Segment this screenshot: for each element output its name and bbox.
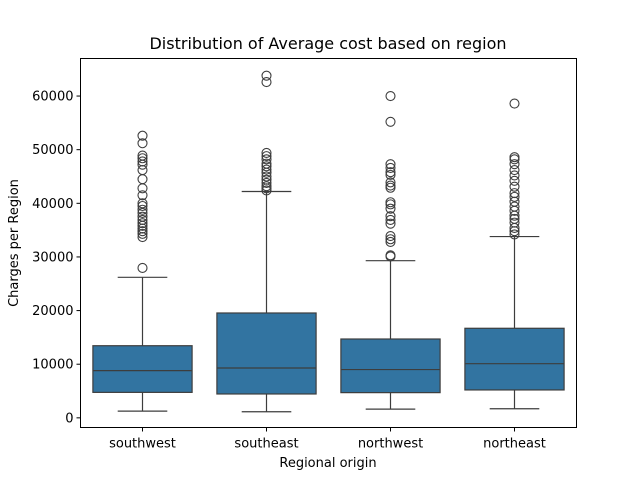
axes-frame (80, 58, 577, 428)
outlier-point (509, 229, 520, 240)
outlier-point (385, 159, 396, 170)
outlier-point (509, 213, 520, 224)
box-iqr (464, 327, 565, 391)
outlier-point (137, 138, 148, 149)
outlier-point (385, 250, 396, 261)
outlier-point (509, 181, 520, 192)
outlier-point (509, 217, 520, 228)
outlier-point (385, 218, 396, 229)
box-iqr (340, 338, 441, 394)
outlier-point (509, 98, 520, 109)
outlier-point (137, 226, 148, 237)
outlier-point (261, 158, 272, 169)
x-axis: southwest southeast northwest northeast (109, 427, 546, 452)
outlier-point (137, 198, 148, 209)
y-axis-label: Charges per Region (7, 179, 22, 307)
box-iqr (216, 312, 317, 395)
outlier-point (385, 211, 396, 222)
outlier-point (385, 90, 396, 102)
outlier-point (509, 159, 520, 170)
y-tick-label: 50000 (32, 143, 73, 158)
box-group-northeast (464, 98, 565, 410)
outlier-point (385, 214, 396, 225)
outlier-point (137, 218, 148, 229)
outlier-point (261, 174, 272, 185)
outlier-point (509, 152, 520, 163)
outlier-point (509, 165, 520, 176)
box-group-northwest (340, 90, 441, 410)
outlier-point (261, 171, 272, 182)
x-tick-label: southeast (234, 437, 298, 452)
x-tick-label: southwest (109, 437, 176, 452)
outlier-point (137, 211, 148, 222)
outlier-point (261, 154, 272, 165)
outlier-point (261, 164, 272, 175)
y-tick-label: 20000 (32, 304, 73, 319)
outlier-point (261, 70, 272, 81)
plot-area (92, 70, 565, 413)
outlier-point (137, 150, 148, 161)
outlier-point (385, 169, 396, 180)
x-tick-label: northwest (358, 437, 423, 452)
box-group-southeast (216, 70, 317, 413)
y-tick-label: 30000 (32, 250, 73, 265)
chart-title: Distribution of Average cost based on re… (149, 34, 506, 53)
x-tick-label: northeast (483, 437, 546, 452)
outlier-point (137, 153, 148, 164)
box-iqr (92, 345, 193, 393)
outlier-point (509, 191, 520, 202)
outlier-point (137, 190, 148, 201)
outlier-point (385, 203, 396, 214)
outlier-point (509, 188, 520, 199)
outlier-point (385, 230, 396, 242)
outlier-point (137, 228, 148, 239)
outlier-point (261, 151, 272, 162)
outlier-point (509, 170, 520, 181)
outlier-point (385, 236, 396, 247)
outlier-point (509, 175, 520, 186)
outlier-point (137, 156, 148, 167)
outlier-point (137, 130, 148, 141)
outlier-point (385, 177, 396, 188)
y-tick-label: 10000 (32, 358, 73, 373)
outlier-point (261, 181, 272, 192)
y-tick-label: 0 (65, 411, 73, 426)
outlier-point (137, 200, 148, 212)
outlier-point (261, 147, 272, 158)
outlier-point (137, 262, 148, 273)
x-axis-label: Regional origin (279, 456, 376, 471)
outlier-point (385, 162, 396, 173)
y-tick-label: 60000 (32, 90, 73, 105)
outlier-point (509, 201, 520, 212)
outlier-point (137, 204, 148, 215)
outlier-point (261, 177, 272, 188)
outlier-point (385, 197, 396, 208)
outlier-point (137, 207, 148, 219)
outlier-point (385, 180, 396, 191)
outlier-point (261, 161, 272, 172)
y-axis: 0 10000 20000 30000 40000 50000 60000 (32, 90, 81, 426)
outlier-point (261, 77, 272, 88)
outlier-point (137, 214, 148, 225)
outlier-point (385, 234, 396, 245)
outlier-point (385, 167, 396, 178)
outlier-point (385, 116, 396, 127)
box-group-southwest (92, 130, 193, 412)
y-tick-label: 40000 (32, 197, 73, 212)
